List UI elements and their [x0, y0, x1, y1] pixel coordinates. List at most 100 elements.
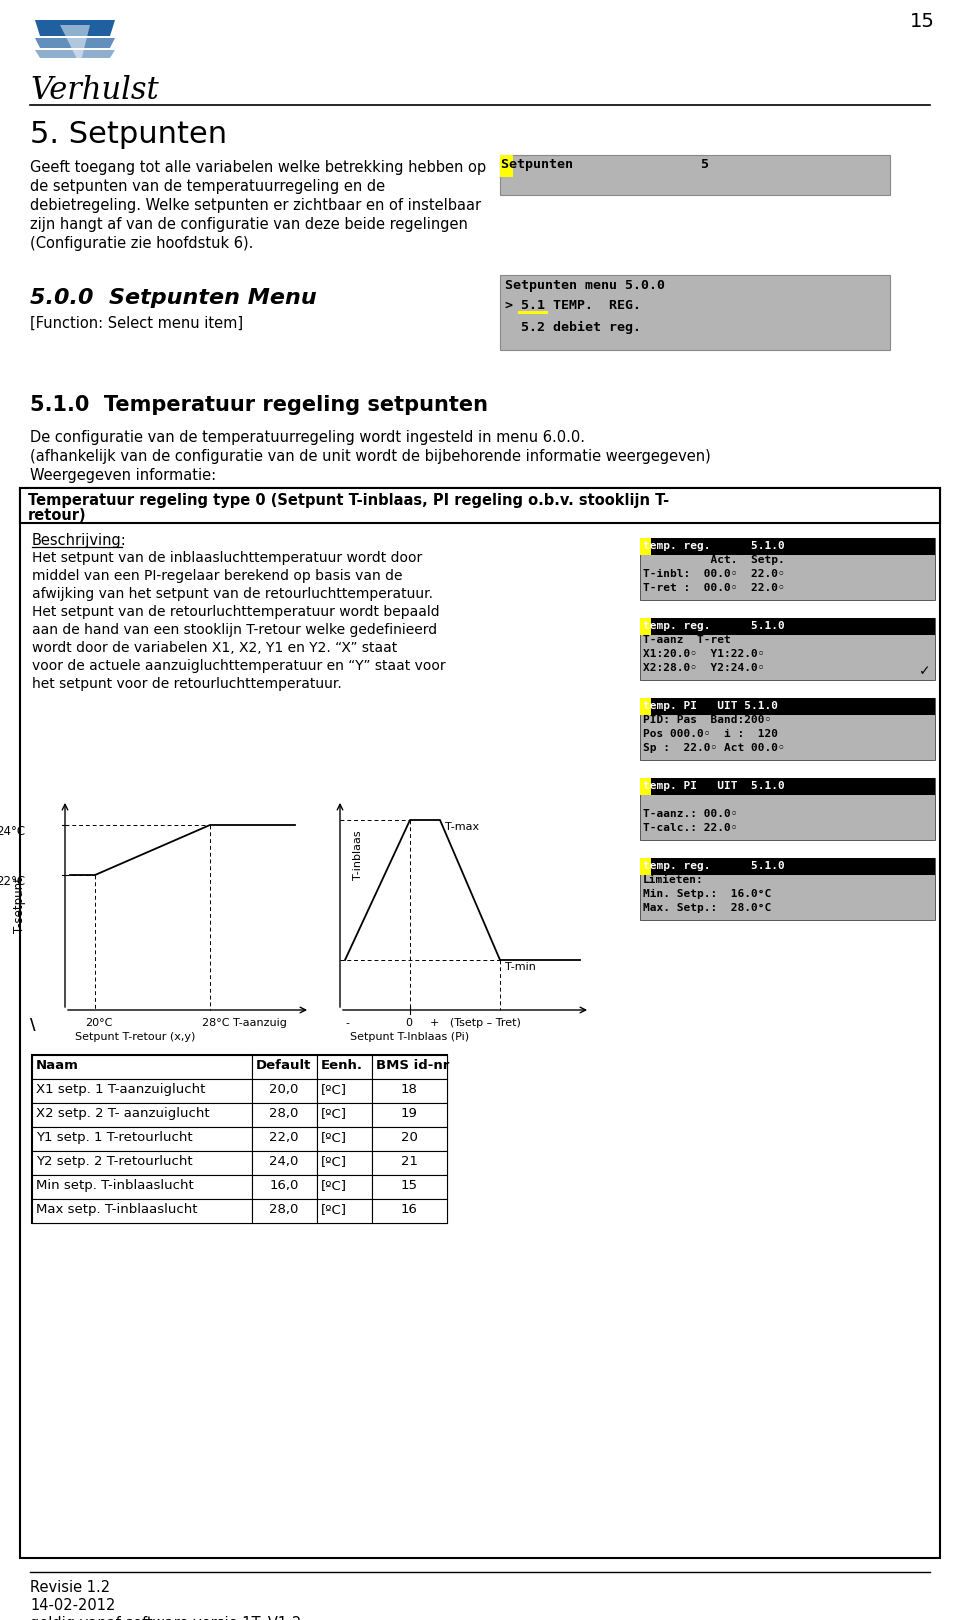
Text: retour): retour): [28, 509, 86, 523]
Text: 0: 0: [405, 1017, 412, 1029]
Text: Setpunten menu 5.0.0: Setpunten menu 5.0.0: [505, 279, 665, 292]
Text: X2:28.0◦  Y2:24.0◦: X2:28.0◦ Y2:24.0◦: [643, 663, 764, 672]
Bar: [32, 1079, 252, 1103]
Text: 15: 15: [400, 1179, 418, 1192]
Text: PID: Pas  Band:200◦: PID: Pas Band:200◦: [643, 714, 771, 726]
Bar: [640, 698, 935, 760]
Bar: [317, 1079, 372, 1103]
Text: (afhankelijk van de configuratie van de unit wordt de bijbehorende informatie we: (afhankelijk van de configuratie van de …: [30, 449, 710, 463]
Text: Min setp. T-inblaaslucht: Min setp. T-inblaaslucht: [36, 1179, 194, 1192]
Text: aan de hand van een stooklijn T-retour welke gedefinieerd: aan de hand van een stooklijn T-retour w…: [32, 624, 437, 637]
Text: \: \: [30, 1017, 36, 1034]
Bar: [640, 538, 935, 599]
Bar: [640, 778, 651, 795]
Text: 28,0: 28,0: [270, 1106, 299, 1119]
Polygon shape: [35, 19, 115, 36]
Bar: [372, 1174, 447, 1199]
Bar: [640, 617, 651, 635]
Text: Verhulst: Verhulst: [30, 75, 158, 105]
Text: 24,0: 24,0: [270, 1155, 299, 1168]
Bar: [640, 698, 935, 714]
Text: 5.2 debiet reg.: 5.2 debiet reg.: [505, 321, 641, 334]
Bar: [500, 156, 890, 194]
Text: T-aanz  T-ret: T-aanz T-ret: [643, 635, 731, 645]
Text: Setpunten                5: Setpunten 5: [501, 159, 709, 172]
Bar: [372, 1055, 447, 1079]
Text: 21: 21: [400, 1155, 418, 1168]
Text: 28°C T-aanzuig: 28°C T-aanzuig: [202, 1017, 287, 1029]
Text: X1:20.0◦  Y1:22.0◦: X1:20.0◦ Y1:22.0◦: [643, 650, 764, 659]
Bar: [317, 1150, 372, 1174]
Text: 16,0: 16,0: [270, 1179, 299, 1192]
Bar: [32, 1150, 252, 1174]
Text: De configuratie van de temperatuurregeling wordt ingesteld in menu 6.0.0.: De configuratie van de temperatuurregeli…: [30, 429, 585, 446]
Bar: [500, 156, 513, 177]
Text: Revisie 1.2: Revisie 1.2: [30, 1580, 110, 1596]
Bar: [317, 1174, 372, 1199]
Text: voor de actuele aanzuigluchttemperatuur en “Y” staat voor: voor de actuele aanzuigluchttemperatuur …: [32, 659, 445, 672]
Text: -: -: [345, 1017, 349, 1029]
Text: [ºC]: [ºC]: [321, 1106, 347, 1119]
Bar: [317, 1103, 372, 1128]
Bar: [252, 1199, 317, 1223]
Polygon shape: [35, 37, 115, 49]
Bar: [252, 1079, 317, 1103]
Bar: [32, 1055, 252, 1079]
Text: [ºC]: [ºC]: [321, 1179, 347, 1192]
Text: Setpunt T-retour (x,y): Setpunt T-retour (x,y): [75, 1032, 196, 1042]
Text: temp. PI   UIT 5.1.0: temp. PI UIT 5.1.0: [643, 701, 778, 711]
Text: 14-02-2012: 14-02-2012: [30, 1597, 115, 1614]
Text: Het setpunt van de inblaasluchttemperatuur wordt door: Het setpunt van de inblaasluchttemperatu…: [32, 551, 422, 565]
Bar: [252, 1103, 317, 1128]
Text: T-calc.: 22.0◦: T-calc.: 22.0◦: [643, 823, 737, 833]
Bar: [20, 488, 940, 1558]
Text: geldig vanaf software versie 1T_V1.2: geldig vanaf software versie 1T_V1.2: [30, 1617, 301, 1620]
Text: T-ret :  00.0◦  22.0◦: T-ret : 00.0◦ 22.0◦: [643, 583, 784, 593]
Bar: [372, 1079, 447, 1103]
Text: T-aanz.: 00.0◦: T-aanz.: 00.0◦: [643, 808, 737, 820]
Bar: [32, 1055, 447, 1223]
Bar: [32, 1103, 252, 1128]
Text: Naam: Naam: [36, 1059, 79, 1072]
Text: Weergegeven informatie:: Weergegeven informatie:: [30, 468, 216, 483]
Bar: [20, 488, 940, 523]
Text: Y2 setp. 2 T-retourlucht: Y2 setp. 2 T-retourlucht: [36, 1155, 193, 1168]
Bar: [252, 1055, 317, 1079]
Text: 18: 18: [400, 1084, 418, 1097]
Bar: [640, 617, 935, 680]
Text: 16: 16: [400, 1204, 418, 1217]
Bar: [640, 859, 651, 875]
Bar: [32, 1128, 252, 1150]
Text: temp. reg.      5.1.0: temp. reg. 5.1.0: [643, 620, 784, 632]
Text: de setpunten van de temperatuurregeling en de: de setpunten van de temperatuurregeling …: [30, 178, 385, 194]
Bar: [372, 1103, 447, 1128]
Text: X2 setp. 2 T- aanzuiglucht: X2 setp. 2 T- aanzuiglucht: [36, 1106, 209, 1119]
Bar: [500, 275, 890, 350]
Bar: [640, 859, 935, 920]
Text: 20°C: 20°C: [85, 1017, 112, 1029]
Bar: [252, 1174, 317, 1199]
Text: T-min: T-min: [505, 962, 536, 972]
Bar: [640, 698, 651, 714]
Text: Min. Setp.:  16.0°C: Min. Setp.: 16.0°C: [643, 889, 771, 899]
Text: het setpunt voor de retourluchttemperatuur.: het setpunt voor de retourluchttemperatu…: [32, 677, 342, 692]
Text: Setpunt T-Inblaas (Pi): Setpunt T-Inblaas (Pi): [350, 1032, 469, 1042]
Bar: [32, 1174, 252, 1199]
Text: T-inbl:  00.0◦  22.0◦: T-inbl: 00.0◦ 22.0◦: [643, 569, 784, 578]
Text: 19: 19: [400, 1106, 418, 1119]
Text: 5. Setpunten: 5. Setpunten: [30, 120, 228, 149]
Text: wordt door de variabelen X1, X2, Y1 en Y2. “X” staat: wordt door de variabelen X1, X2, Y1 en Y…: [32, 642, 397, 654]
Text: Pos 000.0◦  i :  120: Pos 000.0◦ i : 120: [643, 729, 778, 739]
Text: [ºC]: [ºC]: [321, 1084, 347, 1097]
Text: Max. Setp.:  28.0°C: Max. Setp.: 28.0°C: [643, 902, 771, 914]
Text: 5.1.0  Temperatuur regeling setpunten: 5.1.0 Temperatuur regeling setpunten: [30, 395, 488, 415]
Text: Het setpunt van de retourluchttemperatuur wordt bepaald: Het setpunt van de retourluchttemperatuu…: [32, 604, 440, 619]
Bar: [317, 1128, 372, 1150]
Text: Geeft toegang tot alle variabelen welke betrekking hebben op: Geeft toegang tot alle variabelen welke …: [30, 160, 486, 175]
Text: [ºC]: [ºC]: [321, 1155, 347, 1168]
Bar: [640, 538, 651, 556]
Bar: [317, 1199, 372, 1223]
Text: +   (Tsetp – Tret): + (Tsetp – Tret): [430, 1017, 521, 1029]
Text: debietregeling. Welke setpunten er zichtbaar en of instelbaar: debietregeling. Welke setpunten er zicht…: [30, 198, 481, 212]
Text: Beschrijving:: Beschrijving:: [32, 533, 127, 548]
